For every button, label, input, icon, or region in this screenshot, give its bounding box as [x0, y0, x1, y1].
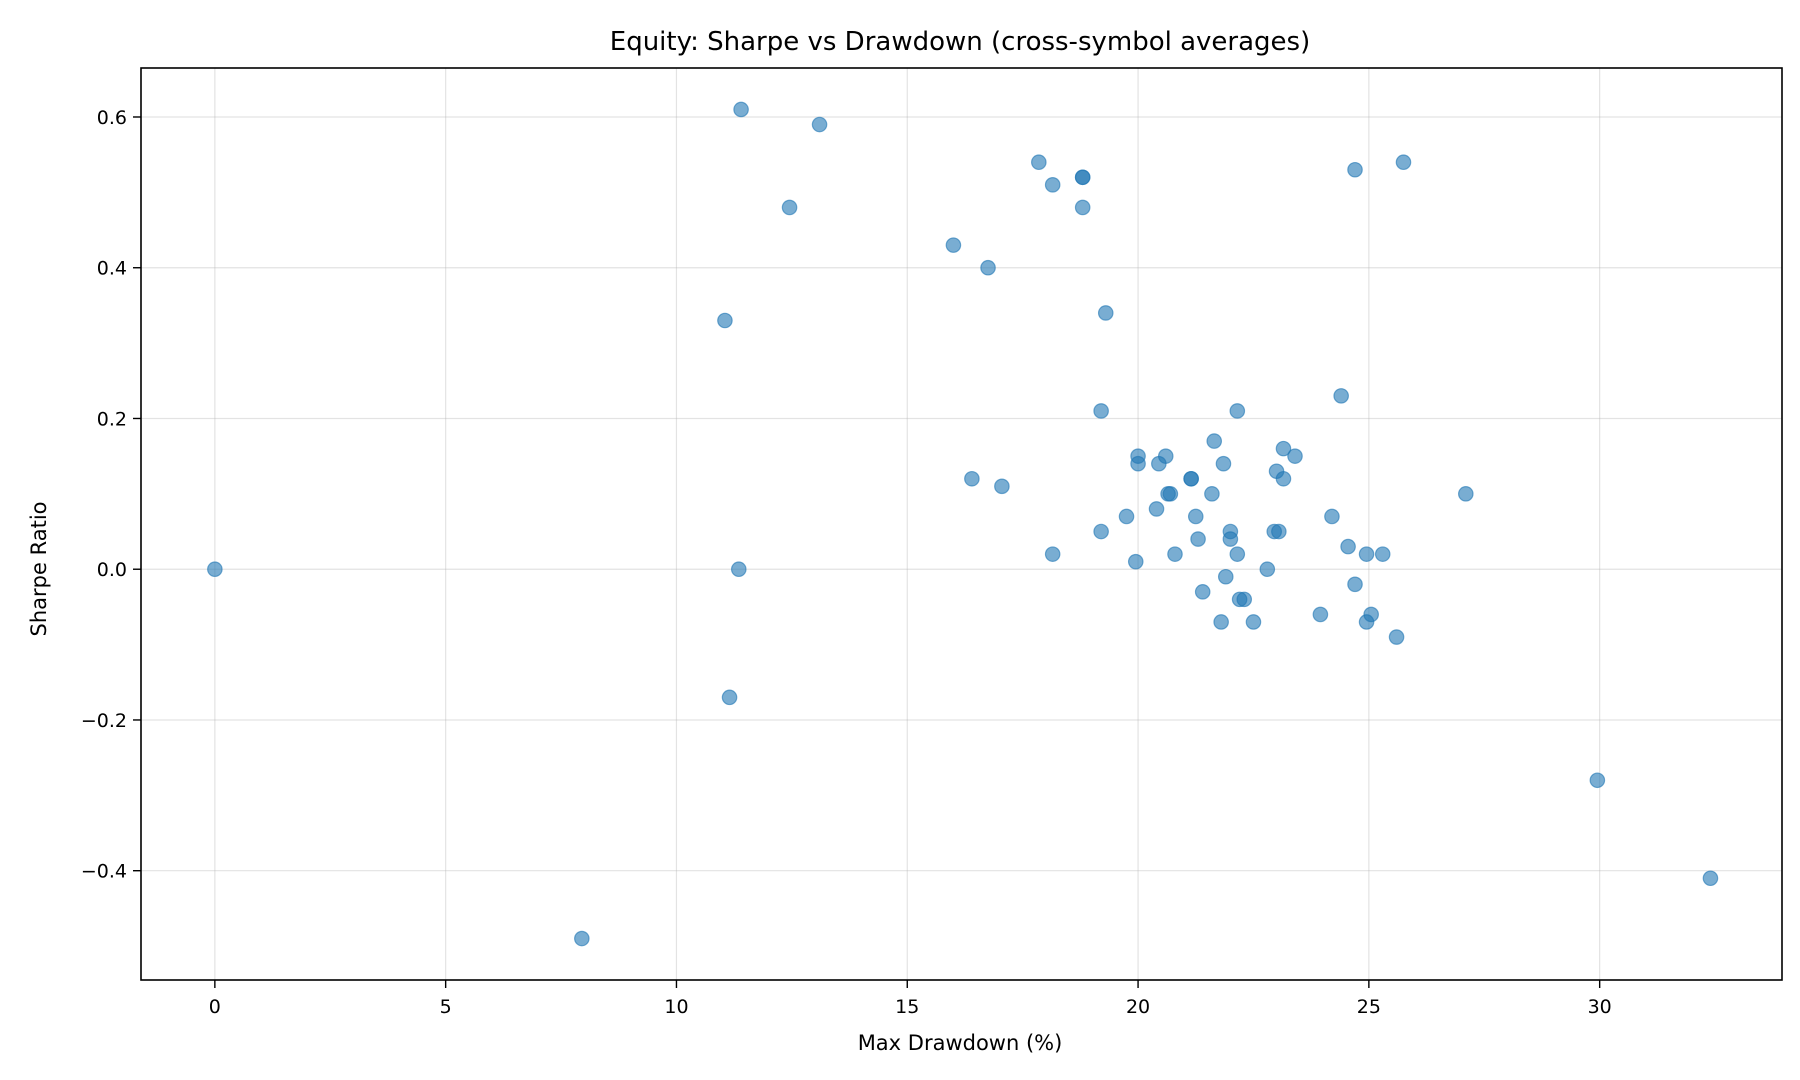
- scatter-point: [1229, 403, 1246, 419]
- x-tick-label: 25: [1357, 996, 1381, 1018]
- scatter-point: [717, 312, 733, 329]
- scatter-point: [1213, 614, 1229, 630]
- x-tick-label: 10: [664, 996, 688, 1018]
- scatter-point: [781, 199, 798, 216]
- scatter-point: [1333, 388, 1349, 404]
- scatter-point: [1215, 455, 1232, 472]
- scatter-point: [1374, 546, 1391, 562]
- grid-lines: [141, 68, 1782, 980]
- scatter-point: [1157, 448, 1174, 464]
- x-axis-title: Max Drawdown (%): [858, 1031, 1063, 1055]
- scatter-point: [1340, 538, 1356, 555]
- scatter-point: [1275, 470, 1292, 487]
- scatter-point: [1183, 470, 1199, 487]
- scatter-point: [1074, 199, 1091, 216]
- scatter-point: [1130, 455, 1146, 472]
- scatter-point: [1031, 154, 1047, 171]
- y-tick-label: −0.4: [81, 861, 127, 883]
- scatter-point: [1324, 508, 1340, 525]
- scatter-point: [1395, 154, 1412, 171]
- y-tick-label: 0.6: [97, 107, 127, 129]
- scatter-point: [1236, 591, 1253, 608]
- scatter-point: [1222, 531, 1239, 547]
- scatter-point: [1044, 546, 1061, 562]
- scatter-point: [1702, 870, 1719, 887]
- scatter-point: [945, 237, 962, 253]
- x-tick-label: 0: [209, 996, 221, 1018]
- scatter-point: [1458, 486, 1474, 502]
- scatter-point: [1127, 553, 1144, 570]
- scatter-point: [1589, 772, 1606, 789]
- scatter-point: [1194, 584, 1211, 600]
- scatter-point: [730, 561, 747, 578]
- scatter-point: [1347, 161, 1363, 178]
- scatter-point: [994, 478, 1010, 495]
- x-tick-label: 30: [1588, 996, 1612, 1018]
- scatter-point: [811, 116, 828, 133]
- scatter-point: [1217, 568, 1234, 585]
- scatter-point: [574, 930, 590, 947]
- scatter-point: [1148, 501, 1165, 517]
- scatter-point: [207, 561, 223, 578]
- x-tick-label: 15: [895, 996, 919, 1018]
- scatter-point: [1245, 614, 1262, 630]
- scatter-point: [1229, 546, 1246, 562]
- scatter-point: [1363, 606, 1379, 623]
- scatter-point: [1093, 403, 1109, 419]
- scatter-point: [1190, 531, 1206, 547]
- scatter-point: [721, 689, 738, 706]
- scatter-point: [1259, 561, 1276, 578]
- scatter-point: [733, 101, 749, 118]
- scatter-point: [1287, 448, 1303, 464]
- scatter-point: [1097, 305, 1114, 321]
- scatter-point: [1162, 486, 1179, 502]
- x-tick-label: 20: [1126, 996, 1150, 1018]
- scatter-point: [1358, 546, 1375, 562]
- x-axis-ticks: 0 5 10 15 20 25 30: [209, 980, 1612, 1018]
- scatter-point: [1167, 546, 1183, 562]
- y-tick-label: −0.2: [81, 710, 127, 732]
- scatter-point: [1044, 177, 1061, 193]
- scatter-point: [1118, 508, 1135, 525]
- scatter-point: [1271, 523, 1287, 540]
- scatter-point: [1093, 523, 1109, 540]
- x-tick-label: 5: [440, 996, 452, 1018]
- scatter-point: [1074, 169, 1091, 186]
- chart-title: Equity: Sharpe vs Drawdown (cross-symbol…: [610, 27, 1310, 57]
- scatter-point: [964, 470, 980, 487]
- scatter-point: [1206, 433, 1223, 449]
- scatter-point: [980, 259, 996, 276]
- y-tick-label: 0.4: [97, 258, 127, 280]
- scatter-point: [1187, 508, 1204, 525]
- y-axis-title: Sharpe Ratio: [27, 502, 51, 637]
- scatter-point: [1275, 440, 1292, 457]
- y-axis-ticks: −0.4 −0.2 0.0 0.2 0.4 0.6: [81, 107, 141, 883]
- scatter-point: [1347, 576, 1363, 593]
- scatter-points: [207, 101, 1719, 947]
- scatter-point: [1204, 486, 1220, 502]
- y-tick-label: 0.0: [97, 559, 127, 581]
- scatter-point: [1388, 629, 1405, 645]
- plot-area-frame: [140, 67, 1783, 981]
- scatter-point: [1312, 606, 1329, 623]
- y-tick-label: 0.2: [97, 408, 127, 430]
